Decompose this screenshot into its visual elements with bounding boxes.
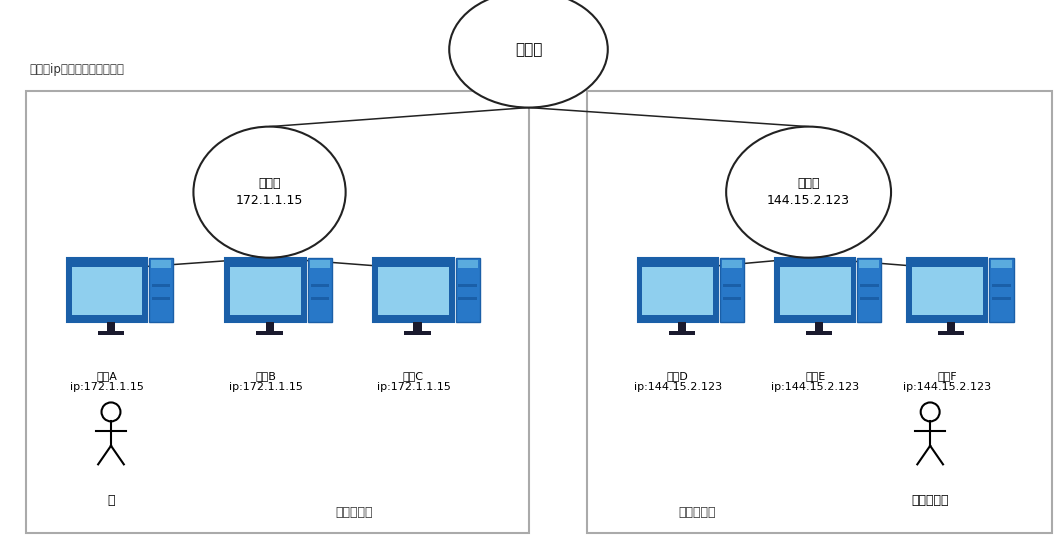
FancyBboxPatch shape xyxy=(815,322,823,331)
Text: 北京某网络: 北京某网络 xyxy=(335,506,373,519)
FancyBboxPatch shape xyxy=(643,267,713,315)
Text: 主机E
ip:144.15.2.123: 主机E ip:144.15.2.123 xyxy=(772,371,859,392)
Text: 主机F
ip:144.15.2.123: 主机F ip:144.15.2.123 xyxy=(904,371,991,392)
Text: 主机C
ip:172.1.1.15: 主机C ip:172.1.1.15 xyxy=(376,371,450,392)
FancyBboxPatch shape xyxy=(458,260,478,268)
Text: 互联网: 互联网 xyxy=(515,42,542,57)
Text: 你: 你 xyxy=(107,494,115,507)
FancyBboxPatch shape xyxy=(230,267,301,315)
FancyBboxPatch shape xyxy=(723,297,741,300)
FancyBboxPatch shape xyxy=(151,260,171,268)
FancyBboxPatch shape xyxy=(308,258,332,322)
FancyBboxPatch shape xyxy=(98,331,124,335)
Text: 主机D
ip:144.15.2.123: 主机D ip:144.15.2.123 xyxy=(634,371,722,392)
Text: 主机A
ip:172.1.1.15: 主机A ip:172.1.1.15 xyxy=(70,371,144,392)
FancyBboxPatch shape xyxy=(859,260,879,268)
FancyBboxPatch shape xyxy=(72,267,143,315)
Text: 主机B
ip:172.1.1.15: 主机B ip:172.1.1.15 xyxy=(228,371,302,392)
Text: 你的好基友: 你的好基友 xyxy=(911,494,949,507)
FancyBboxPatch shape xyxy=(722,260,742,268)
FancyBboxPatch shape xyxy=(775,258,855,322)
FancyBboxPatch shape xyxy=(225,258,305,322)
FancyBboxPatch shape xyxy=(669,331,694,335)
FancyBboxPatch shape xyxy=(373,258,453,322)
FancyBboxPatch shape xyxy=(149,258,173,322)
Text: 路由器
144.15.2.123: 路由器 144.15.2.123 xyxy=(767,177,850,207)
Ellipse shape xyxy=(449,0,608,108)
FancyBboxPatch shape xyxy=(860,284,878,287)
FancyBboxPatch shape xyxy=(993,284,1010,287)
FancyBboxPatch shape xyxy=(907,258,987,322)
FancyBboxPatch shape xyxy=(991,260,1012,268)
FancyBboxPatch shape xyxy=(912,267,983,315)
FancyBboxPatch shape xyxy=(857,258,882,322)
FancyBboxPatch shape xyxy=(456,258,480,322)
FancyBboxPatch shape xyxy=(152,297,170,300)
FancyBboxPatch shape xyxy=(947,322,956,331)
Text: 本图中ip均为虚构，仅作示例: 本图中ip均为虚构，仅作示例 xyxy=(30,63,125,76)
FancyBboxPatch shape xyxy=(378,267,449,315)
FancyBboxPatch shape xyxy=(265,322,274,331)
Text: 上海某网络: 上海某网络 xyxy=(679,506,717,519)
FancyBboxPatch shape xyxy=(311,284,329,287)
FancyBboxPatch shape xyxy=(939,331,964,335)
Text: 路由器
172.1.1.15: 路由器 172.1.1.15 xyxy=(236,177,303,207)
FancyBboxPatch shape xyxy=(310,260,330,268)
FancyBboxPatch shape xyxy=(152,284,170,287)
FancyBboxPatch shape xyxy=(720,258,744,322)
FancyBboxPatch shape xyxy=(67,258,147,322)
FancyBboxPatch shape xyxy=(723,284,741,287)
FancyBboxPatch shape xyxy=(405,331,430,335)
Ellipse shape xyxy=(193,127,346,257)
FancyBboxPatch shape xyxy=(806,331,832,335)
FancyBboxPatch shape xyxy=(993,297,1010,300)
FancyBboxPatch shape xyxy=(459,297,477,300)
FancyBboxPatch shape xyxy=(459,284,477,287)
FancyBboxPatch shape xyxy=(860,297,878,300)
FancyBboxPatch shape xyxy=(678,322,686,331)
FancyBboxPatch shape xyxy=(637,258,718,322)
FancyBboxPatch shape xyxy=(257,331,282,335)
Bar xyxy=(26,91,528,533)
FancyBboxPatch shape xyxy=(311,297,329,300)
FancyBboxPatch shape xyxy=(780,267,851,315)
FancyBboxPatch shape xyxy=(107,322,115,331)
FancyBboxPatch shape xyxy=(413,322,422,331)
Ellipse shape xyxy=(726,127,891,257)
FancyBboxPatch shape xyxy=(989,258,1014,322)
Bar xyxy=(587,91,1052,533)
